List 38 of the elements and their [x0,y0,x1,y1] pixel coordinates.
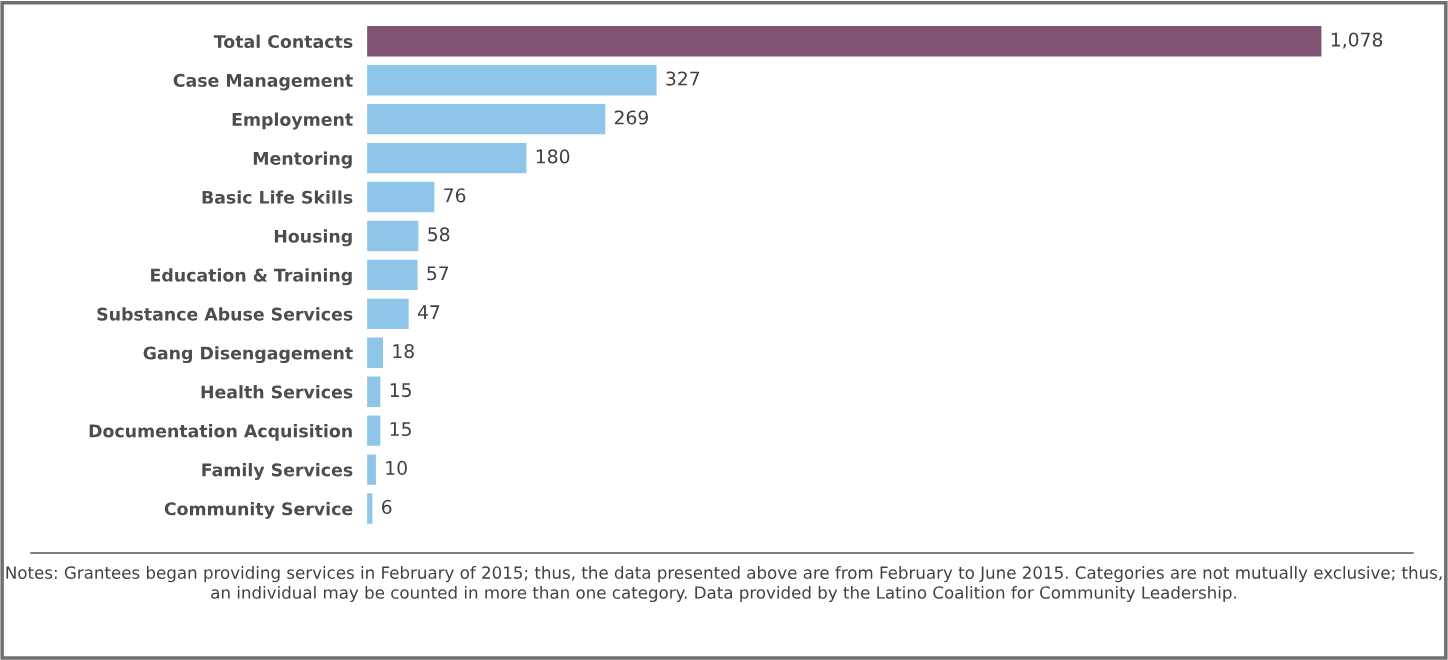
data-label: 15 [390,383,411,398]
bar [367,142,527,174]
bar [367,259,418,291]
y-tick-label: Education & Training [151,268,352,286]
y-tick-label: Family Services [202,462,353,480]
data-label: 6 [382,499,392,514]
bar [367,415,381,446]
text: Notes: Grantees began providing services in February of 2015; thus, the data presented above are from February to June 2015. Categories are not mutually exclusive; thus, an individual may be counted in more than one category. Data provided by the Latino Coalition for Community Leadership. [6,566,1442,603]
y-tick-label: Substance Abuse Services [97,307,353,321]
y-tick-label: Health Services [201,385,353,399]
y-tick-label: Basic Life Skills [202,190,353,204]
y-tick-label: Community Service [164,501,353,519]
bar [367,181,435,213]
data-label: 47 [417,305,440,319]
y-tick-label: Case Management [173,73,353,91]
data-label: 327 [666,71,700,86]
y-tick-label: Housing [274,229,352,247]
data-label: 1,078 [1331,32,1383,49]
bar [367,103,606,135]
bar [367,220,419,252]
y-tick-label: Total Contacts [213,34,353,49]
data-label: 10 [386,460,407,476]
data-label: 76 [444,188,466,203]
y-tick-label: Gang Disengagement [143,346,353,364]
data-label: 15 [390,422,411,437]
bar [367,26,1322,57]
bar [367,65,657,96]
y-tick-label: Employment [232,112,353,130]
data-label: 58 [428,227,450,242]
data-label: 180 [536,149,570,164]
y-tick-label: Documentation Acquisition [89,424,352,441]
bar [367,454,376,485]
data-label: 269 [614,110,649,125]
data-label: 57 [427,266,449,281]
data-label: 18 [393,344,414,359]
bar [367,298,409,330]
bar [367,337,383,368]
y-tick-label: Mentoring [253,151,352,169]
